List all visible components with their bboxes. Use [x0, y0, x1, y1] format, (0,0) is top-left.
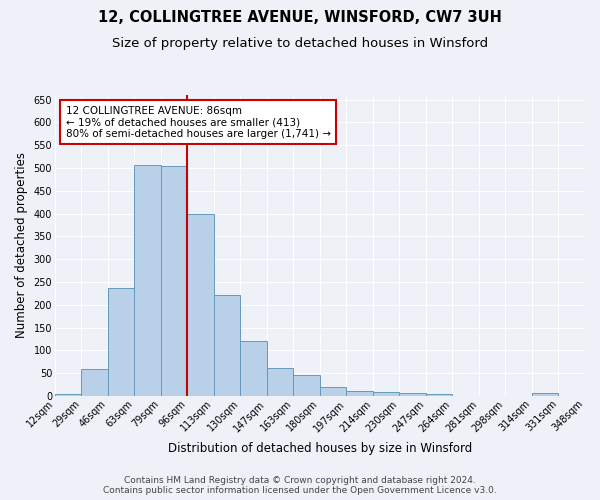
X-axis label: Distribution of detached houses by size in Winsford: Distribution of detached houses by size …: [168, 442, 472, 455]
Bar: [400, 393, 426, 396]
Bar: [426, 394, 452, 396]
Y-axis label: Number of detached properties: Number of detached properties: [15, 152, 28, 338]
Bar: [241, 342, 267, 396]
Bar: [108, 288, 134, 396]
Text: Contains HM Land Registry data © Crown copyright and database right 2024.
Contai: Contains HM Land Registry data © Crown c…: [103, 476, 497, 495]
Bar: [134, 165, 161, 396]
Text: Size of property relative to detached houses in Winsford: Size of property relative to detached ho…: [112, 38, 488, 51]
Bar: [346, 391, 373, 396]
Text: 12 COLLINGTREE AVENUE: 86sqm
← 19% of detached houses are smaller (413)
80% of s: 12 COLLINGTREE AVENUE: 86sqm ← 19% of de…: [65, 106, 331, 138]
Bar: [187, 214, 214, 396]
Bar: [373, 392, 400, 396]
Bar: [320, 387, 346, 396]
Text: 12, COLLINGTREE AVENUE, WINSFORD, CW7 3UH: 12, COLLINGTREE AVENUE, WINSFORD, CW7 3U…: [98, 10, 502, 25]
Bar: [267, 368, 293, 396]
Bar: [532, 393, 559, 396]
Bar: [55, 394, 82, 396]
Bar: [293, 374, 320, 396]
Bar: [82, 368, 108, 396]
Bar: [161, 166, 187, 396]
Bar: [214, 294, 241, 396]
